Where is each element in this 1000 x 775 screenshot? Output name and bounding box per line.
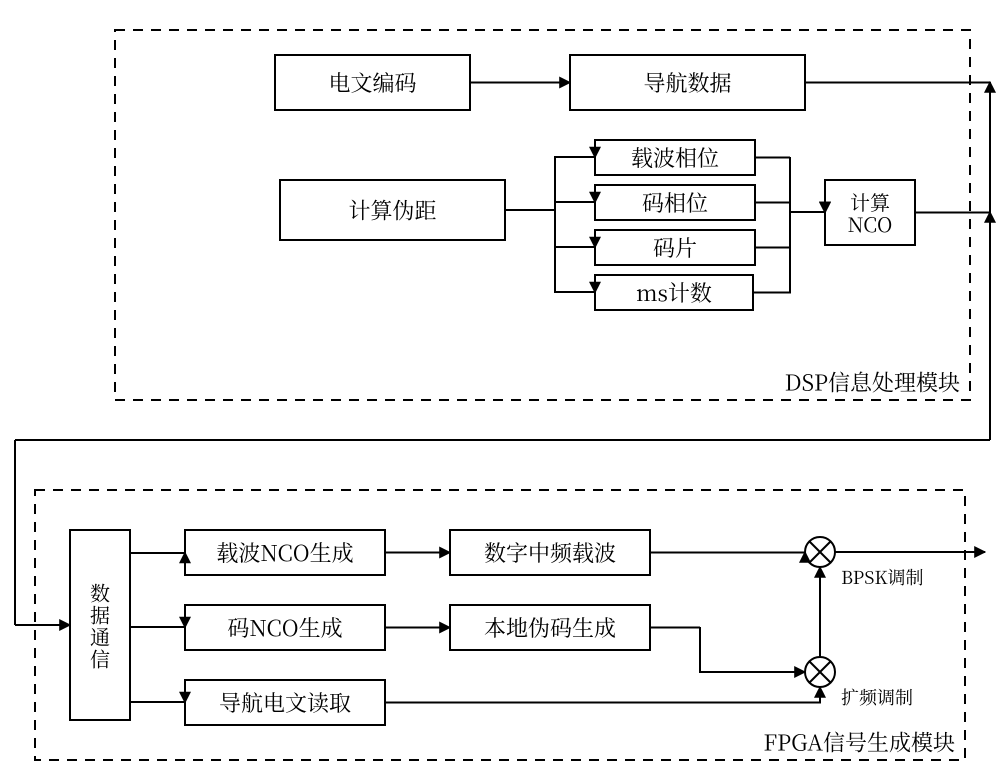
edge-18 — [130, 702, 185, 703]
node-chip-label: 码片 — [653, 232, 697, 263]
node-codePh-label: 码相位 — [642, 187, 708, 218]
edge-3 — [505, 202, 595, 210]
node-carrPh-label: 载波相位 — [631, 142, 719, 173]
edge-23 — [385, 687, 820, 703]
node-localPN-label: 本地伪码生成 — [484, 612, 616, 643]
node-calcNCO-label: NCO — [848, 209, 893, 238]
node-navRead-label: 导航电文读取 — [219, 687, 351, 718]
edge-16 — [130, 553, 185, 554]
node-ifCarr-label: 数字中频载波 — [484, 537, 616, 568]
node-carrNCO-label: 载波NCO生成 — [216, 537, 353, 568]
edge-4 — [505, 210, 595, 248]
edge-7 — [755, 202, 825, 213]
fpga-region-label: FPGA信号生成模块 — [763, 727, 955, 758]
edge-21 — [650, 552, 805, 553]
edge-1 — [805, 82, 990, 83]
node-codeNCO-label: 码NCO生成 — [227, 612, 342, 643]
dsp-region-label: DSP信息处理模块 — [785, 367, 960, 398]
node-dataComm-label: 信 — [90, 644, 110, 673]
edge-22 — [650, 627, 805, 672]
node-msCnt-label: ms计数 — [636, 277, 712, 308]
sum-bpsk-label: BPSK调制 — [841, 564, 923, 590]
node-msgEnc-label: 电文编码 — [328, 67, 416, 98]
edge-5 — [505, 210, 595, 293]
edge-17 — [130, 627, 185, 628]
node-navData-label: 导航数据 — [643, 67, 731, 98]
edge-10 — [915, 212, 990, 213]
node-calcPR-label: 计算伪距 — [348, 195, 436, 226]
edge-9 — [753, 212, 825, 293]
sum-spread-label: 扩频调制 — [841, 684, 913, 710]
